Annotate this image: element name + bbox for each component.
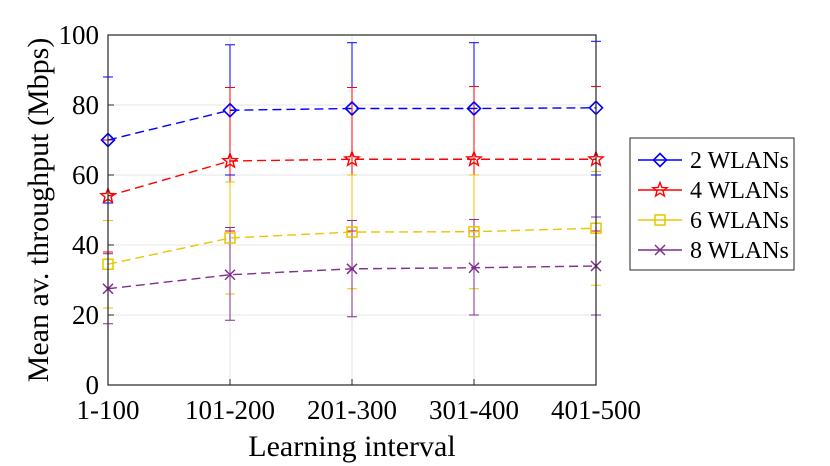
x-tick-label: 401-500: [551, 395, 641, 425]
data-point-4-wlans: [465, 149, 483, 167]
x-tick-label: 201-300: [307, 395, 397, 425]
data-point-8-wlans: [468, 262, 480, 274]
legend-item-4-wlans: 4 WLANs: [638, 178, 789, 204]
data-point-2-wlans: [466, 100, 482, 117]
data-point-6-wlans: [346, 226, 358, 238]
x-axis-label: Learning interval: [248, 430, 455, 463]
legend-label: 2 WLANs: [690, 148, 789, 174]
data-point-8-wlans: [224, 269, 236, 281]
legend-item-8-wlans: 8 WLANs: [638, 238, 789, 264]
legend-label: 6 WLANs: [690, 208, 789, 234]
data-point-6-wlans: [468, 225, 480, 238]
marker-stroke: [346, 263, 358, 275]
legend-item-6-wlans: 6 WLANs: [638, 208, 789, 234]
y-tick-label: 0: [86, 370, 100, 400]
x-tick-label: 1-100: [77, 395, 140, 425]
series-line-6-wlans: [107, 227, 597, 265]
y-tick-label: 100: [59, 20, 100, 50]
legend-label: 4 WLANs: [690, 178, 789, 204]
data-point-4-wlans: [221, 151, 239, 169]
y-tick-label: 20: [72, 300, 99, 330]
marker-stroke: [468, 262, 480, 274]
x-tick-label: 301-400: [429, 395, 519, 425]
marker-stroke: [654, 244, 666, 256]
y-axis-ticks: 0 20 40 60 80 100: [59, 20, 114, 400]
y-tick-label: 60: [72, 160, 99, 190]
legend-marker: [654, 214, 666, 226]
legend-marker: [652, 152, 668, 168]
series-line-2-wlans: [107, 107, 597, 141]
data-point-4-wlans: [343, 149, 361, 167]
legend-item-2-wlans: 2 WLANs: [638, 148, 789, 174]
data-point-2-wlans: [344, 100, 360, 117]
y-axis-label: Mean av. throughput (Mbps): [22, 38, 55, 383]
legend-label: 8 WLANs: [690, 238, 789, 264]
legend-marker: [654, 244, 666, 256]
y-tick-label: 80: [72, 90, 99, 120]
series-line-4-wlans: [107, 158, 596, 197]
marker-stroke: [224, 269, 236, 281]
data-point-2-wlans: [222, 102, 238, 118]
x-tick-label: 101-200: [185, 395, 275, 425]
legend-marker: [651, 180, 669, 198]
y-tick-label: 40: [72, 230, 99, 260]
data-point-8-wlans: [346, 263, 358, 275]
data-point-6-wlans: [224, 232, 236, 244]
x-axis-ticks: 1-100 101-200 201-300 301-400 401-500: [77, 379, 641, 425]
legend: 2 WLANs 4 WLANs 6 WLANs 8 WLANs: [629, 137, 795, 271]
